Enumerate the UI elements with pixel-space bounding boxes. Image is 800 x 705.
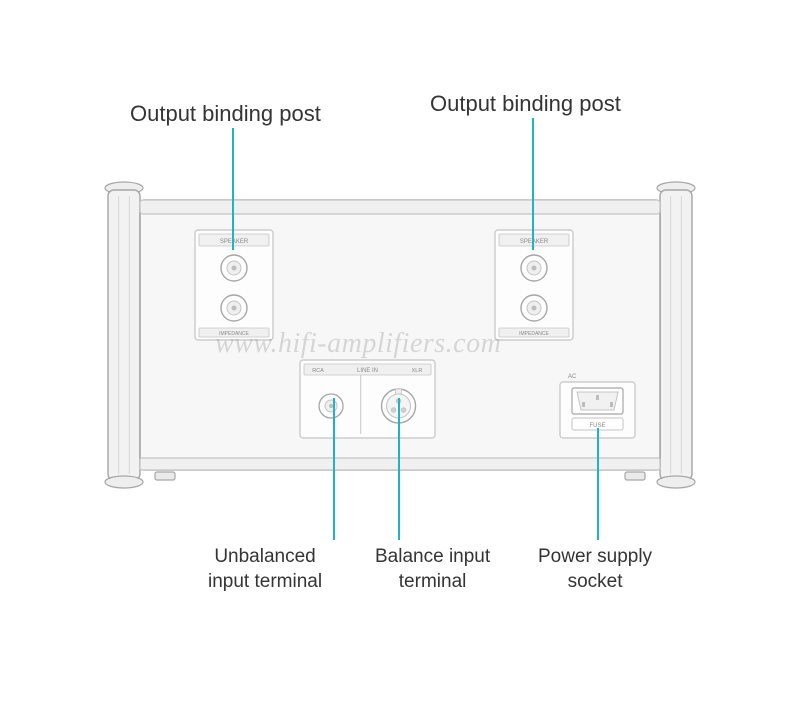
label-unbalanced: Unbalanced input terminal <box>208 545 322 594</box>
leader-output-left <box>232 128 234 250</box>
svg-text:RCA: RCA <box>312 368 324 374</box>
watermark-text: www.hifi-amplifiers.com <box>215 328 501 360</box>
label-balanced: Balance input terminal <box>375 545 490 594</box>
svg-text:SPEAKER: SPEAKER <box>520 239 549 245</box>
svg-text:XLR: XLR <box>412 368 423 374</box>
label-power: Power supply socket <box>538 545 652 594</box>
svg-text:SPEAKER: SPEAKER <box>220 239 249 245</box>
label-output-right: Output binding post <box>430 90 621 119</box>
svg-text:LINE IN: LINE IN <box>357 368 378 374</box>
leader-power <box>597 428 599 540</box>
label-output-left: Output binding post <box>130 100 321 129</box>
leader-balanced <box>398 398 400 540</box>
leader-unbalanced <box>333 398 335 540</box>
svg-text:AC: AC <box>568 374 577 380</box>
leader-output-right <box>532 118 534 250</box>
svg-text:IMPEDANCE: IMPEDANCE <box>519 331 549 337</box>
